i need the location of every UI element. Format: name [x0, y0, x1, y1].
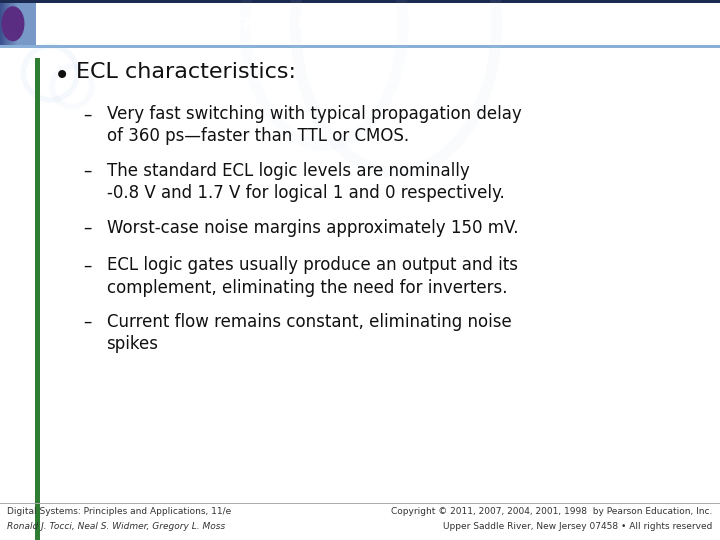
- FancyBboxPatch shape: [9, 0, 27, 48]
- FancyBboxPatch shape: [10, 0, 29, 48]
- Ellipse shape: [1, 6, 24, 42]
- FancyBboxPatch shape: [6, 0, 24, 48]
- FancyBboxPatch shape: [9, 0, 28, 48]
- Text: 8-14 The ECL Digital IC Family: 8-14 The ECL Digital IC Family: [40, 14, 368, 33]
- FancyBboxPatch shape: [12, 0, 32, 48]
- Text: The standard ECL logic levels are nominally
-0.8 V and 1.7 V for logical 1 and 0: The standard ECL logic levels are nomina…: [107, 162, 504, 202]
- FancyBboxPatch shape: [6, 0, 25, 48]
- Text: Current flow remains constant, eliminating noise
spikes: Current flow remains constant, eliminati…: [107, 313, 511, 353]
- FancyBboxPatch shape: [7, 0, 26, 48]
- FancyBboxPatch shape: [9, 0, 28, 48]
- FancyBboxPatch shape: [1, 0, 20, 48]
- FancyBboxPatch shape: [16, 0, 35, 48]
- FancyBboxPatch shape: [10, 0, 29, 48]
- FancyBboxPatch shape: [15, 0, 34, 48]
- FancyBboxPatch shape: [14, 0, 33, 48]
- Text: Digital Systems: Principles and Applications, 11/e: Digital Systems: Principles and Applicat…: [7, 507, 231, 516]
- FancyBboxPatch shape: [13, 0, 32, 48]
- FancyBboxPatch shape: [8, 0, 27, 48]
- FancyBboxPatch shape: [4, 0, 23, 48]
- FancyBboxPatch shape: [35, 58, 40, 505]
- Text: Ronald J. Tocci, Neal S. Widmer, Gregory L. Moss: Ronald J. Tocci, Neal S. Widmer, Gregory…: [7, 522, 225, 531]
- FancyBboxPatch shape: [3, 0, 22, 48]
- FancyBboxPatch shape: [16, 0, 35, 48]
- FancyBboxPatch shape: [6, 0, 25, 48]
- FancyBboxPatch shape: [14, 0, 32, 48]
- Text: Upper Saddle River, New Jersey 07458 • All rights reserved: Upper Saddle River, New Jersey 07458 • A…: [444, 522, 713, 531]
- FancyBboxPatch shape: [4, 0, 22, 48]
- FancyBboxPatch shape: [3, 0, 22, 48]
- Text: Very fast switching with typical propagation delay
of 360 ps—faster than TTL or : Very fast switching with typical propaga…: [107, 105, 521, 145]
- FancyBboxPatch shape: [15, 0, 34, 48]
- Text: –: –: [83, 219, 91, 237]
- FancyBboxPatch shape: [12, 0, 30, 48]
- FancyBboxPatch shape: [0, 0, 720, 3]
- Text: –: –: [83, 256, 91, 274]
- Text: Copyright © 2011, 2007, 2004, 2001, 1998  by Pearson Education, Inc.: Copyright © 2011, 2007, 2004, 2001, 1998…: [392, 507, 713, 516]
- Text: •: •: [54, 62, 71, 90]
- Text: –: –: [83, 313, 91, 331]
- FancyBboxPatch shape: [1, 0, 19, 48]
- FancyBboxPatch shape: [4, 0, 23, 48]
- FancyBboxPatch shape: [1, 0, 19, 48]
- FancyBboxPatch shape: [14, 0, 32, 48]
- Text: ECL characteristics:: ECL characteristics:: [76, 62, 296, 82]
- FancyBboxPatch shape: [1, 0, 20, 48]
- FancyBboxPatch shape: [2, 0, 21, 48]
- FancyBboxPatch shape: [12, 0, 31, 48]
- Text: Worst-case noise margins approximately 150 mV.: Worst-case noise margins approximately 1…: [107, 219, 518, 237]
- Text: ECL logic gates usually produce an output and its
complement, eliminating the ne: ECL logic gates usually produce an outpu…: [107, 256, 518, 296]
- FancyBboxPatch shape: [5, 0, 24, 48]
- FancyBboxPatch shape: [35, 505, 40, 540]
- FancyBboxPatch shape: [0, 0, 19, 48]
- FancyBboxPatch shape: [8, 0, 27, 48]
- FancyBboxPatch shape: [6, 0, 24, 48]
- FancyBboxPatch shape: [12, 0, 30, 48]
- FancyBboxPatch shape: [17, 0, 36, 48]
- FancyBboxPatch shape: [0, 45, 720, 48]
- Text: –: –: [83, 105, 91, 123]
- Text: –: –: [83, 162, 91, 180]
- FancyBboxPatch shape: [17, 0, 36, 48]
- FancyBboxPatch shape: [11, 0, 30, 48]
- FancyBboxPatch shape: [17, 0, 35, 48]
